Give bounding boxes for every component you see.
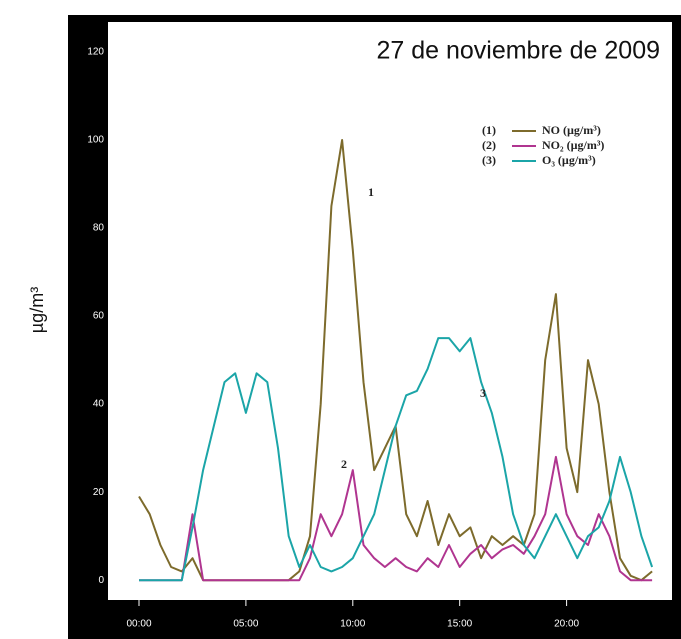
y-tick-label: 120 [87,47,104,58]
legend-label: NO₂ (µg/m³) [542,138,604,152]
plot-area [108,22,672,600]
legend-label: O₃ (µg/m³) [542,153,596,167]
data-line [139,455,653,582]
legend-label: NO (µg/m³) [542,123,601,137]
line-annotation: 1 [368,185,374,199]
line-annotation: 2 [341,457,347,471]
legend-number: (2) [482,138,496,152]
x-tick-label: 20:00 [554,619,579,630]
line-annotation: 3 [480,386,486,400]
chart-title: 27 de noviembre de 2009 [376,37,660,65]
x-tick-label: 05:00 [233,619,258,630]
y-tick-label: 40 [93,399,105,410]
y-tick-label: 20 [93,487,105,498]
x-tick-label: 15:00 [447,619,472,630]
y-axis-label: µg/m³ [27,287,47,333]
legend-number: (1) [482,123,496,137]
y-tick-label: 100 [87,135,104,146]
legend-number: (3) [482,153,496,167]
y-tick-label: 0 [98,575,104,586]
data-line [139,337,654,582]
x-tick-label: 10:00 [340,619,365,630]
x-tick-label: 00:00 [126,619,151,630]
y-tick-label: 80 [93,223,105,234]
y-tick-label: 60 [93,311,105,322]
